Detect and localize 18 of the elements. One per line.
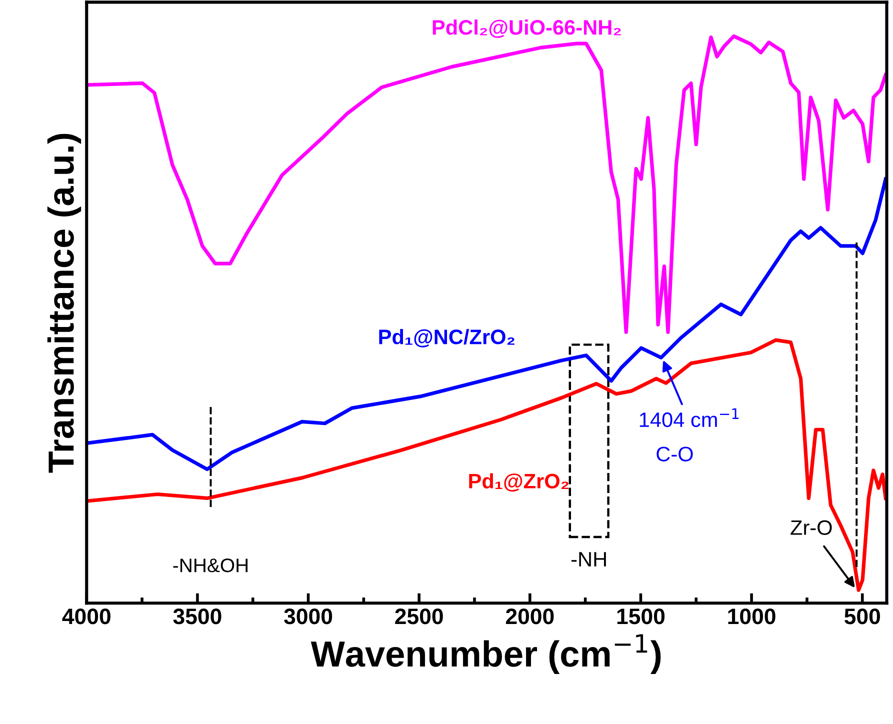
annotation: 1404 cm$^{−1}$ (640, 408, 739, 428)
text: Pd₁@ZrO₂ (469, 473, 569, 492)
ref-line-label: -NH&OH (173, 558, 248, 572)
x-tick-label: 1000 (728, 608, 776, 624)
x-tick-label: 2500 (395, 608, 443, 624)
series-label: PdCl₂@UiO-66-NH₂ (432, 20, 621, 38)
series-label: Pd₁@NC/ZrO₂ (379, 328, 514, 348)
x-tick-label: 1500 (617, 608, 665, 624)
x-tick-label: 3000 (284, 608, 332, 624)
x-tick-label: 2000 (506, 608, 554, 624)
x-tick-label: 500 (844, 608, 880, 624)
annotation: Zr-O (790, 520, 832, 535)
y-axis-title: Transmittance (a.u.) (47, 134, 82, 473)
x-tick-label: 3500 (173, 608, 222, 624)
x-axis-title: Wavenumber (cm$^{−1}$) (310, 634, 661, 674)
annotation: -NH (572, 552, 606, 566)
annotation: C-O (656, 446, 693, 462)
x-tick-label: 4000 (62, 608, 110, 624)
